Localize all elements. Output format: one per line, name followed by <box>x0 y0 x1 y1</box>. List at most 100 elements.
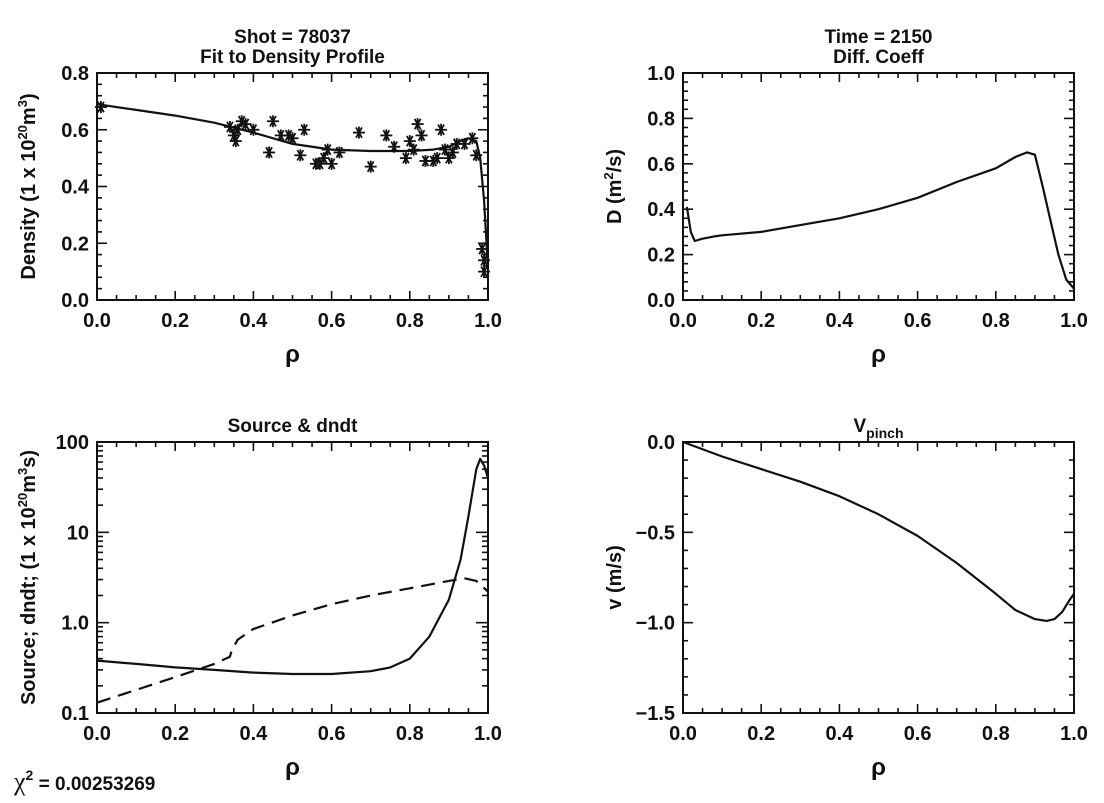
x-tick-label: 0.2 <box>161 310 189 332</box>
data-point-asterisk <box>229 135 242 148</box>
chi-superscript: 2 <box>26 767 34 783</box>
y-tick-label: 10 <box>67 522 89 544</box>
plot-panel-4: 0.0 0.2 0.4 0.6 0.8 1.0 −1.5 −1.0 −0.5 0.0 Vpinch ρ… <box>604 416 1088 781</box>
series-line-dashed <box>97 577 489 704</box>
data-point-asterisk <box>94 101 107 114</box>
y-tick-label: 0.4 <box>647 199 676 221</box>
y-tick-label: 0.0 <box>61 290 89 312</box>
data-point-asterisk <box>478 265 491 278</box>
y-tick-label: 0.4 <box>61 177 90 199</box>
x-tick-label: 0.8 <box>982 723 1010 745</box>
x-tick-label: 0.4 <box>239 310 268 332</box>
x-axis-label: ρ <box>871 754 886 781</box>
x-tick-label: 0.0 <box>669 310 697 332</box>
data-point-asterisk <box>458 137 471 150</box>
data-point-asterisk <box>286 132 299 145</box>
data-point-asterisk <box>321 143 334 156</box>
data-point-asterisk <box>266 115 279 128</box>
x-tick-label: 0.4 <box>825 310 854 332</box>
plot-panel-3: 0.0 0.2 0.4 0.6 0.8 1.0 0.1 1.0 10 100 Source & dn… <box>15 416 502 781</box>
series-line-solid <box>685 151 1075 290</box>
x-tick-label: 1.0 <box>1060 310 1088 332</box>
y-tick-label: 0.0 <box>647 432 675 454</box>
y-tick-label: −1.0 <box>636 613 675 635</box>
x-tick-label: 0.2 <box>161 723 189 745</box>
plot-panel-2: 0.0 0.2 0.4 0.6 0.8 1.0 0.0 0.2 0.4 0.6 0.8 1.0 Time… <box>601 27 1088 368</box>
data-point-asterisk <box>298 123 311 136</box>
plot-title-line: Fit to Density Profile <box>200 47 385 68</box>
y-axis-label: Source; dndt; (1 x 1020m3s) <box>15 450 40 705</box>
y-tick-label: 0.2 <box>647 245 675 267</box>
data-point-asterisk <box>235 115 248 128</box>
x-tick-label: 0.4 <box>825 723 854 745</box>
x-tick-label: 0.6 <box>904 310 932 332</box>
data-point-asterisk <box>470 149 483 162</box>
x-tick-label: 0.6 <box>318 310 346 332</box>
plot-title-line: Shot = 78037 <box>234 27 351 48</box>
x-axis-label: ρ <box>285 341 300 368</box>
chi-squared-label: χ2 = 0.00253269 <box>13 767 155 796</box>
data-point-asterisk <box>364 160 377 173</box>
data-point-asterisk <box>263 146 276 159</box>
data-point-asterisk <box>411 118 424 131</box>
plot-panel-1: 0.0 0.2 0.4 0.6 0.8 1.0 0.0 0.2 0.4 0.6 0.8 Shot = … <box>15 27 502 368</box>
plot-title-line: Diff. Coeff <box>833 47 924 68</box>
y-tick-label: −0.5 <box>636 522 675 544</box>
x-tick-label: 0.0 <box>669 723 697 745</box>
plot-frame <box>682 441 1075 714</box>
y-tick-label: 1.0 <box>61 613 89 635</box>
data-point-asterisk <box>388 140 401 153</box>
data-point-asterisk <box>247 123 260 136</box>
y-tick-label: 0.0 <box>647 290 675 312</box>
x-tick-label: 0.0 <box>83 723 111 745</box>
data-point-asterisk <box>476 242 489 255</box>
x-tick-label: 0.8 <box>396 310 424 332</box>
plot-title-line: Time = 2150 <box>825 27 933 48</box>
data-point-asterisk <box>352 126 365 139</box>
plot-frame <box>682 72 1075 301</box>
data-point-asterisk <box>325 157 338 170</box>
x-tick-label: 0.4 <box>239 723 268 745</box>
x-tick-label: 0.8 <box>396 723 424 745</box>
plot-frame <box>96 72 489 301</box>
y-tick-label: 0.6 <box>647 154 675 176</box>
chi-value: = 0.00253269 <box>33 774 155 795</box>
y-tick-label: 0.6 <box>61 120 89 142</box>
x-tick-label: 0.2 <box>747 723 775 745</box>
data-point-asterisk <box>380 129 393 142</box>
y-tick-label: 0.1 <box>61 703 89 725</box>
series-line-solid <box>683 440 1075 622</box>
data-point-asterisk <box>466 132 479 145</box>
plot-title-line: Source & dndt <box>228 416 359 437</box>
x-tick-label: 0.2 <box>747 310 775 332</box>
data-point-asterisk <box>478 254 491 267</box>
data-point-asterisk <box>399 152 412 165</box>
y-tick-label: 0.8 <box>647 108 675 130</box>
y-tick-label: 0.8 <box>61 63 89 85</box>
y-tick-label: 1.0 <box>647 63 675 85</box>
x-tick-label: 1.0 <box>474 723 502 745</box>
y-axis-label: D (m2/s) <box>601 149 626 224</box>
y-tick-label: 0.2 <box>61 233 89 255</box>
x-tick-label: 1.0 <box>474 310 502 332</box>
plot-frame <box>96 441 489 714</box>
x-tick-label: 0.0 <box>83 310 111 332</box>
chi-symbol: χ <box>13 767 26 796</box>
plot-title: Vpinch <box>853 416 903 441</box>
x-axis-label: ρ <box>871 341 886 368</box>
y-tick-label: −1.5 <box>636 703 675 725</box>
data-point-asterisk <box>294 149 307 162</box>
data-point-asterisk <box>415 129 428 142</box>
x-tick-label: 0.8 <box>982 310 1010 332</box>
data-point-asterisk <box>431 152 444 165</box>
x-tick-label: 1.0 <box>1060 723 1088 745</box>
data-point-asterisk <box>333 146 346 159</box>
y-tick-label: 100 <box>56 432 89 454</box>
data-point-asterisk <box>435 123 448 136</box>
series-line-solid <box>97 457 489 676</box>
series-line-solid <box>97 103 489 269</box>
x-tick-label: 0.6 <box>904 723 932 745</box>
y-axis-label: Density (1 x 1020m3) <box>15 93 40 279</box>
x-axis-label: ρ <box>285 754 300 781</box>
